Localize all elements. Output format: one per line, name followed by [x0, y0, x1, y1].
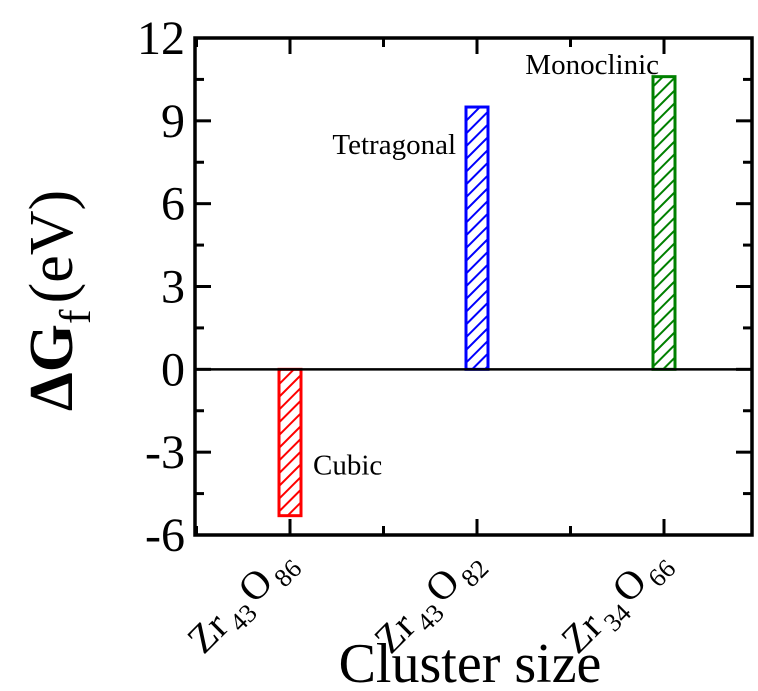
bar-label-monoclinic: Monoclinic — [525, 49, 659, 81]
x-category-label: Zr43O86 — [178, 538, 307, 667]
bar-monoclinic — [651, 75, 677, 371]
x-ticks — [195, 38, 666, 535]
y-tick-label: 0 — [161, 343, 185, 396]
bar-label-tetragonal: Tetragonal — [332, 129, 456, 161]
y-tick-label: 3 — [161, 261, 185, 314]
y-tick-label: -3 — [145, 426, 185, 479]
y-tick-label: 12 — [137, 12, 185, 65]
bar-labels: Cubic Tetragonal Monoclinic — [313, 49, 659, 481]
x-axis-title: Cluster size — [339, 633, 602, 691]
bar-tetragonal — [464, 105, 490, 371]
bars-layer — [277, 75, 677, 518]
y-ticks: -6 -3 0 3 6 9 12 — [137, 12, 752, 562]
y-tick-label: 6 — [161, 178, 185, 231]
bar-label-cubic: Cubic — [313, 449, 382, 481]
y-tick-label: -6 — [145, 509, 185, 562]
y-axis-title: ΔGf(eV) — [18, 190, 100, 411]
bar-cubic — [277, 367, 303, 518]
y-tick-label: 9 — [161, 95, 185, 148]
